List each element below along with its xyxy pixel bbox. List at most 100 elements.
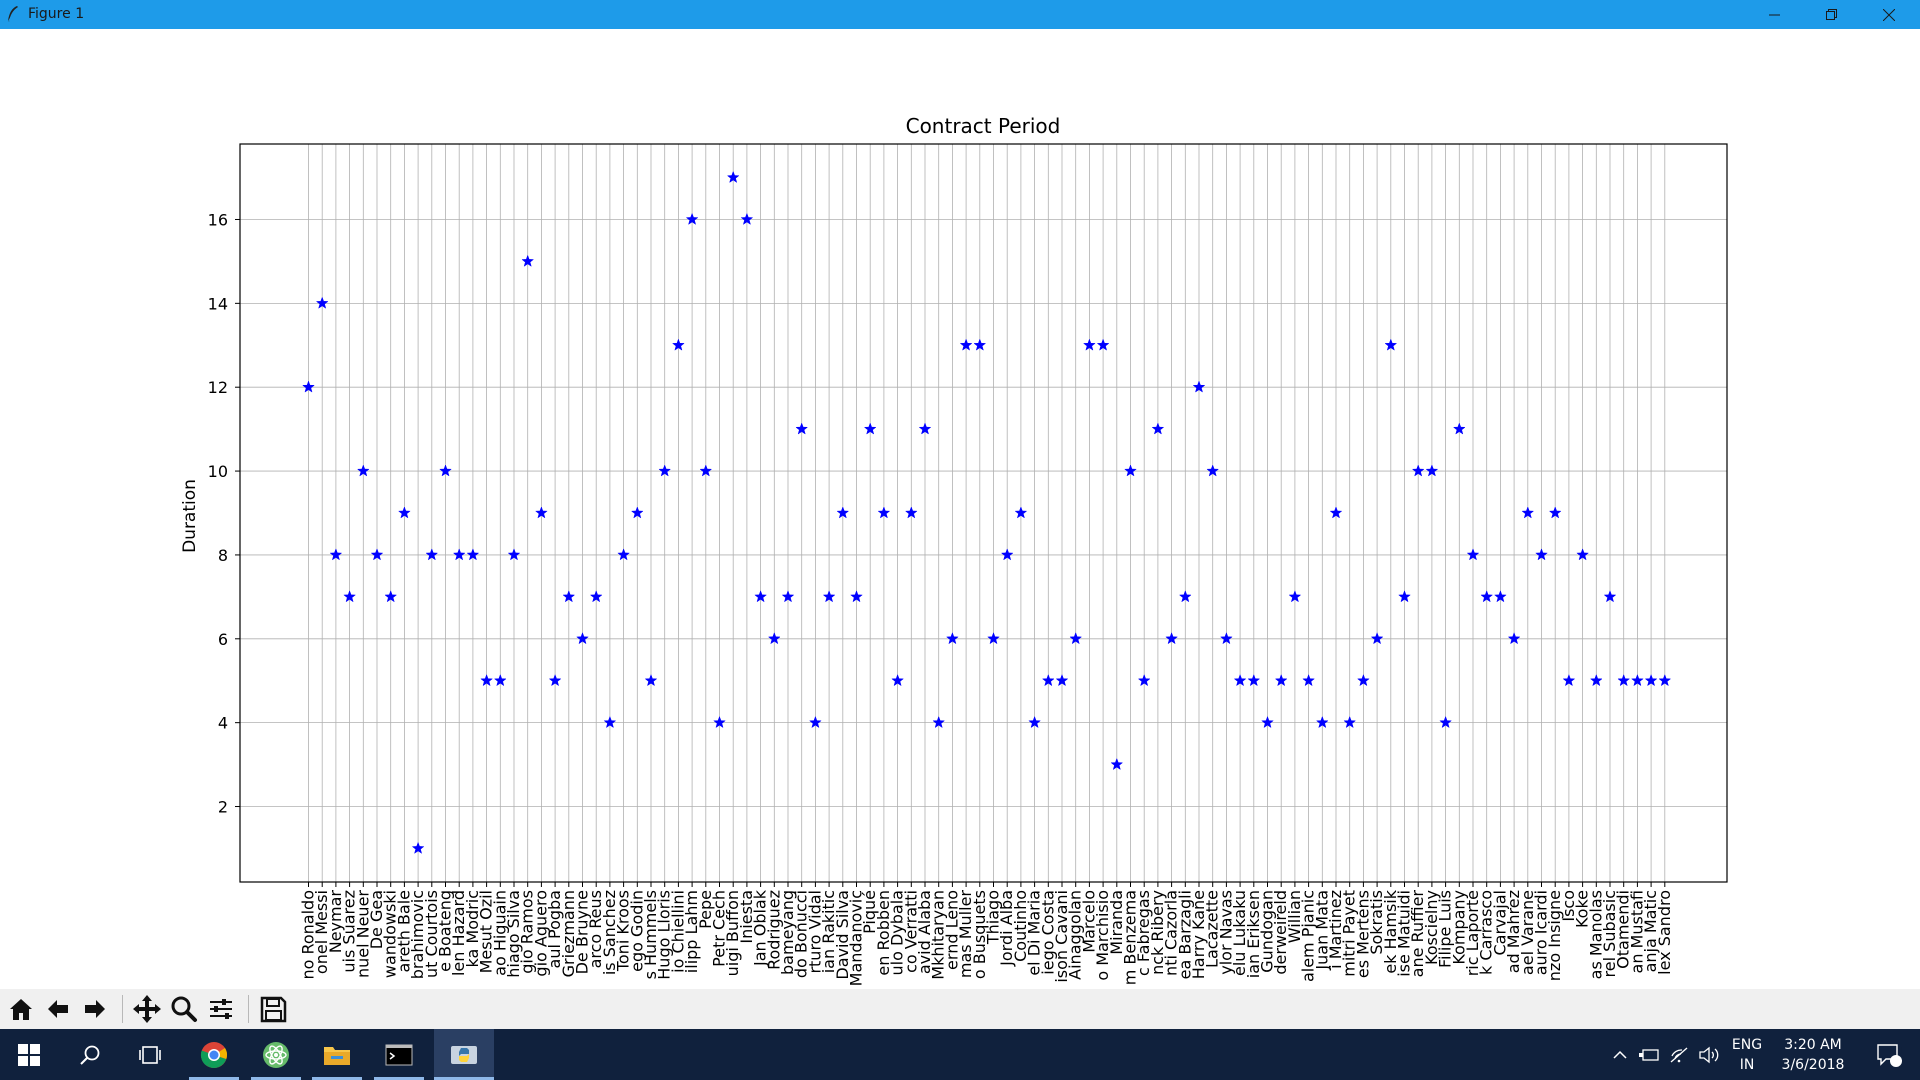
forward-button[interactable] <box>78 993 112 1025</box>
taskbar-python[interactable] <box>434 1029 494 1080</box>
home-button[interactable] <box>4 993 38 1025</box>
language-indicator[interactable]: ENG <box>1731 1037 1763 1053</box>
x-tick-label: Jordi Alba <box>997 890 1016 967</box>
close-icon <box>1883 8 1895 21</box>
x-tick-label: gio Aguero <box>531 890 550 977</box>
x-tick-label: rturo Vidal <box>805 890 824 974</box>
x-tick-label: do Bonucci <box>792 890 811 978</box>
data-point <box>1576 548 1589 561</box>
save-button[interactable] <box>256 993 290 1025</box>
data-point <box>918 422 932 435</box>
x-tick-label: ut Courtois <box>422 890 441 978</box>
data-point <box>932 715 946 729</box>
data-point <box>398 506 411 519</box>
data-point <box>1288 590 1302 603</box>
data-point <box>713 715 726 729</box>
x-tick-label: el Di Maria <box>1025 890 1044 976</box>
x-tick-label: Pepe <box>696 890 715 929</box>
restore-button[interactable] <box>1804 0 1860 29</box>
configure-subplots-button[interactable] <box>204 993 238 1025</box>
x-tick-label: Mesut Ozil <box>477 890 496 973</box>
show-hidden-icons-button[interactable] <box>1609 1029 1631 1080</box>
restore-icon <box>1826 8 1837 20</box>
data-point <box>1124 464 1137 477</box>
data-point <box>685 212 699 225</box>
data-point <box>850 590 863 603</box>
data-point <box>740 212 754 225</box>
x-tick-label: Piqué <box>860 890 879 934</box>
data-point <box>1178 590 1192 603</box>
data-point <box>1480 590 1494 603</box>
data-point <box>1548 506 1562 519</box>
data-point <box>1261 715 1274 729</box>
data-point <box>1302 674 1315 687</box>
data-point <box>767 632 781 645</box>
data-point <box>302 380 315 393</box>
notification-badge: 1 <box>1897 1046 1904 1057</box>
data-point <box>822 590 836 603</box>
data-point <box>1343 715 1357 729</box>
taskbar-atom[interactable] <box>247 1029 305 1080</box>
data-point <box>754 590 767 603</box>
forward-icon <box>85 1000 105 1018</box>
x-tick-label: ise Matuidi <box>1395 890 1414 977</box>
data-point <box>1370 632 1384 645</box>
data-point <box>1535 548 1548 561</box>
x-tick-label: co Verratti <box>901 890 920 973</box>
data-point <box>507 548 521 561</box>
close-button[interactable] <box>1861 0 1917 29</box>
data-point <box>1603 590 1617 603</box>
x-tick-label: derweireld <box>1271 890 1290 975</box>
search-button[interactable] <box>61 1029 119 1080</box>
clock-time[interactable]: 3:20 AM <box>1784 1037 1842 1053</box>
volume-control[interactable] <box>1696 1029 1722 1080</box>
network-status[interactable] <box>1666 1029 1692 1080</box>
action-center-button[interactable]: 1 <box>1866 1029 1912 1080</box>
data-point <box>959 338 973 351</box>
zoom-button[interactable] <box>167 993 201 1025</box>
x-tick-label: auro Icardi <box>1532 890 1551 975</box>
data-point <box>946 632 959 645</box>
data-point <box>644 674 658 687</box>
minimize-icon <box>1769 14 1780 15</box>
taskbar-chrome[interactable] <box>185 1029 243 1080</box>
x-tick-label: ilipp Lahm <box>682 890 701 973</box>
x-tick-label: len Hazard <box>449 890 468 976</box>
running-indicator <box>434 1077 494 1080</box>
data-point <box>493 674 507 687</box>
minimize-button[interactable] <box>1747 0 1803 29</box>
terminal-icon <box>385 1044 413 1065</box>
x-tick-label: mas Muller <box>956 890 975 978</box>
data-point <box>1151 422 1165 435</box>
x-tick-label: Iniesta <box>737 890 756 944</box>
running-indicator <box>189 1077 239 1080</box>
x-tick-label: ylor Navas <box>1216 890 1235 975</box>
save-icon <box>260 996 287 1023</box>
task-view-button[interactable] <box>121 1029 179 1080</box>
back-button[interactable] <box>41 993 75 1025</box>
x-tick-label: ane Ruffier <box>1408 890 1427 978</box>
window-title: Figure 1 <box>28 6 85 22</box>
x-tick-label: en Robben <box>874 890 893 976</box>
x-tick-label: c Fabregas <box>1134 890 1153 976</box>
battery-icon <box>1639 1048 1659 1061</box>
x-tick-label: nck Ribery <box>1148 890 1167 975</box>
x-tick-label: Otamendi <box>1614 890 1633 969</box>
start-button[interactable] <box>0 1029 58 1080</box>
taskbar-terminal[interactable] <box>370 1029 428 1080</box>
plot-frame <box>239 143 1728 883</box>
taskbar-file-explorer[interactable] <box>308 1029 366 1080</box>
chrome-icon <box>200 1041 227 1068</box>
window-titlebar[interactable]: Figure 1 <box>0 0 1920 29</box>
battery-status[interactable] <box>1636 1029 1662 1080</box>
y-axis-label: Duration <box>180 479 200 553</box>
x-tick-label: bameyang <box>778 890 797 975</box>
chevron-up-icon <box>1613 1050 1627 1059</box>
x-tick-label: o Busquets <box>970 890 989 979</box>
x-tick-label: ison Cavani <box>1052 890 1071 983</box>
x-tick-label: ael Varane <box>1518 890 1537 975</box>
y-tick-label: 8 <box>218 546 228 565</box>
data-point <box>1014 506 1028 519</box>
pan-button[interactable] <box>130 993 164 1025</box>
